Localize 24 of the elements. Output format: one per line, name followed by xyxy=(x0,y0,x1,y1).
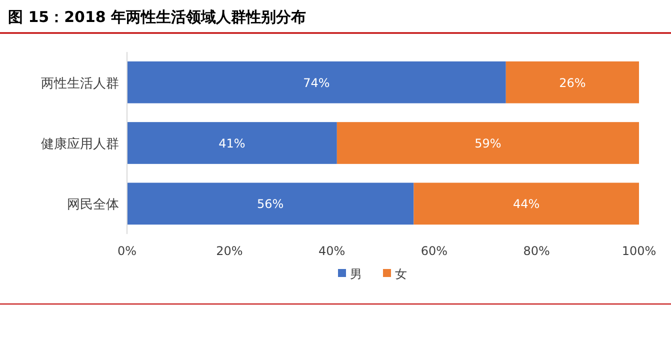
y-tick-label: 两性生活人群 xyxy=(41,76,119,92)
bar xyxy=(336,122,639,164)
x-tick-label: 40% xyxy=(318,244,346,258)
data-label: 41% xyxy=(218,136,246,150)
y-tick-label: 健康应用人群 xyxy=(41,136,119,152)
bar xyxy=(127,182,414,225)
data-label: 26% xyxy=(559,76,586,90)
data-label: 56% xyxy=(257,197,284,212)
data-label: 74% xyxy=(303,76,330,90)
x-tick-label: 0% xyxy=(117,244,137,258)
x-tick-label: 20% xyxy=(216,244,243,258)
x-tick-label: 80% xyxy=(523,244,550,258)
legend-label: 女 xyxy=(395,267,407,281)
chart-title: 图 15：2018 年两性生活领域人群性别分布 xyxy=(8,8,306,26)
bar xyxy=(414,182,639,225)
data-label: 44% xyxy=(513,197,540,212)
x-tick-label: 100% xyxy=(622,244,656,258)
bar xyxy=(127,61,506,104)
data-label: 59% xyxy=(474,136,502,150)
y-tick-label: 网民全体 xyxy=(67,198,119,213)
legend-label: 男 xyxy=(350,267,362,281)
x-tick-label: 60% xyxy=(420,244,448,258)
bar xyxy=(127,122,337,164)
bar xyxy=(506,61,639,104)
